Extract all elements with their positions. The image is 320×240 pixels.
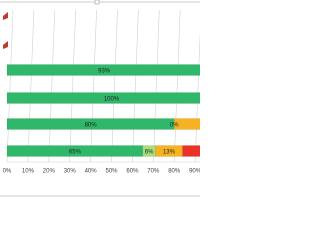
chart: 0% 10% 20% 30% 40% 50% 60% 70% 80% 90% 93% 100% 80% 0… bbox=[0, 0, 200, 197]
x-tick-label: 10% bbox=[22, 169, 35, 175]
x-tick-label: 70% bbox=[147, 169, 160, 175]
bar-segment bbox=[182, 145, 200, 157]
bar-segment bbox=[6, 92, 200, 104]
grid-line bbox=[6, 9, 14, 163]
data-label: 0% bbox=[170, 123, 179, 129]
grid-line bbox=[132, 9, 139, 163]
grid-line bbox=[173, 9, 181, 163]
shape-marker bbox=[3, 12, 8, 20]
grid bbox=[6, 9, 200, 163]
x-tick-label: 30% bbox=[64, 169, 77, 175]
grid-line bbox=[111, 9, 118, 163]
data-label: 65% bbox=[69, 150, 82, 156]
data-label: 93% bbox=[98, 69, 111, 75]
data-label: 100% bbox=[104, 97, 120, 103]
bars bbox=[6, 64, 200, 157]
data-label: 13% bbox=[163, 150, 176, 156]
shape-marker bbox=[3, 41, 8, 49]
x-tick-label: 90% bbox=[189, 169, 200, 175]
x-tick-label: 40% bbox=[85, 169, 98, 175]
data-label: 6% bbox=[145, 150, 154, 156]
page: 0% 10% 20% 30% 40% 50% 60% 70% 80% 90% 93% 100% 80% 0… bbox=[0, 0, 200, 197]
x-tick-label: 50% bbox=[105, 169, 118, 175]
grid-line bbox=[90, 9, 97, 163]
bar-segment bbox=[173, 118, 200, 130]
x-tick-label: 0% bbox=[3, 169, 12, 175]
grid-line bbox=[153, 9, 160, 163]
grid-line bbox=[194, 30, 200, 163]
labels: 0% 10% 20% 30% 40% 50% 60% 70% 80% 90% 93% 100% 80% 0… bbox=[3, 69, 200, 175]
resize-handle[interactable] bbox=[94, 0, 100, 5]
data-label: 80% bbox=[85, 123, 98, 129]
x-tick-label: 60% bbox=[126, 169, 139, 175]
x-tick-label: 20% bbox=[43, 169, 56, 175]
grid-line bbox=[69, 9, 76, 163]
grid-line bbox=[48, 9, 56, 163]
x-tick-label: 80% bbox=[168, 169, 181, 175]
bar-segment bbox=[6, 64, 200, 76]
grid-line bbox=[27, 9, 35, 163]
